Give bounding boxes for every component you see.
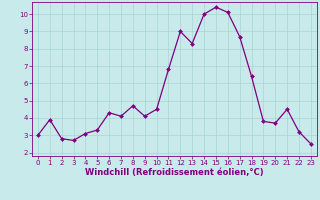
X-axis label: Windchill (Refroidissement éolien,°C): Windchill (Refroidissement éolien,°C) [85,168,264,177]
